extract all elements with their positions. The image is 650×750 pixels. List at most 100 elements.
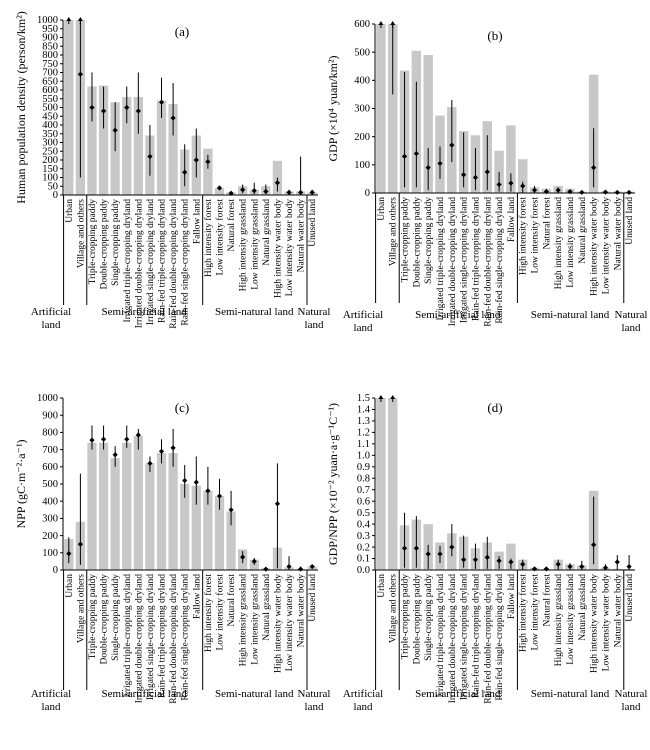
- bar: [388, 398, 398, 570]
- bar: [506, 125, 516, 193]
- y-tick-label: 100: [42, 548, 58, 559]
- data-point: [531, 566, 538, 572]
- bar: [214, 188, 225, 195]
- category-label: Unused land: [308, 574, 318, 622]
- data-point: [274, 501, 281, 507]
- y-tick-label: 450: [42, 111, 58, 122]
- bar: [518, 159, 528, 193]
- group-label: Semi-natural land: [531, 688, 610, 700]
- bar: [133, 97, 143, 195]
- y-tick-label: 200: [42, 531, 58, 542]
- category-label: Irrigated double-cropping dryland: [134, 574, 144, 704]
- y-tick-label: 1.0: [357, 451, 370, 462]
- category-label: Rain-fed single-cropping dryland: [494, 197, 505, 324]
- data-point: [461, 172, 467, 178]
- data-point: [298, 566, 304, 572]
- y-tick-label: 300: [354, 104, 370, 115]
- data-point: [626, 189, 632, 196]
- bar: [64, 20, 74, 195]
- data-point: [520, 561, 526, 567]
- data-point: [147, 460, 153, 466]
- y-axis-title: NPP (gC·m⁻²·a⁻¹): [14, 439, 28, 528]
- data-point: [543, 566, 549, 572]
- category-label: Single-cropping paddy: [111, 199, 121, 286]
- y-tick-label: 500: [42, 103, 58, 114]
- data-point: [112, 127, 118, 133]
- arrow-marker: [66, 17, 72, 21]
- bar: [388, 24, 398, 193]
- data-point: [579, 563, 585, 570]
- bar: [122, 442, 132, 570]
- y-tick-label: 0.8: [357, 473, 370, 484]
- y-tick-label: 250: [42, 146, 58, 157]
- y-tick-label: 0.7: [357, 485, 370, 496]
- y-tick-label: 1.5: [357, 393, 370, 404]
- category-label: Irrigated double-cropping dryland: [448, 574, 458, 704]
- y-tick-label: 650: [42, 76, 58, 87]
- panel-label: (c): [175, 400, 189, 415]
- data-point: [602, 189, 609, 195]
- data-point: [170, 115, 176, 121]
- data-point: [135, 432, 141, 438]
- data-point: [413, 545, 419, 551]
- bar: [156, 453, 167, 570]
- bar: [214, 496, 225, 570]
- category-label: Natural grassland: [262, 574, 272, 641]
- category-label: Fallow land: [192, 574, 202, 619]
- group-label: Artificial: [31, 306, 71, 318]
- data-point: [484, 169, 490, 175]
- category-label: Double-cropping paddy: [412, 574, 422, 665]
- y-tick-label: 400: [42, 496, 58, 507]
- y-tick-label: 900: [42, 410, 58, 421]
- data-point: [251, 188, 257, 194]
- group-label: land: [622, 322, 641, 334]
- data-point: [484, 554, 490, 560]
- category-label: High intensity grassland: [239, 199, 249, 292]
- chart-panel-2: 0 100 200 300 400 500 600 GDP (×10⁴ yuan/km²) (b…: [326, 19, 647, 334]
- category-label: Rain-fed double-cropping dryland: [168, 199, 179, 329]
- category-label: Natural water body: [613, 574, 623, 648]
- y-tick-label: 700: [42, 445, 58, 456]
- data-point: [602, 565, 609, 571]
- category-label: Low intensity forest: [214, 574, 225, 651]
- bar: [226, 511, 236, 570]
- category-label: Irrigated single-cropping dryland: [460, 574, 470, 700]
- category-label: Natural forest: [226, 199, 237, 252]
- data-point: [425, 165, 431, 171]
- category-label: Double-cropping paddy: [100, 199, 110, 290]
- arrow-marker: [390, 21, 396, 25]
- data-point: [193, 479, 199, 485]
- category-label: Village and others: [389, 197, 399, 266]
- data-point: [112, 452, 118, 458]
- category-label: Natural water body: [297, 199, 307, 273]
- data-point: [614, 189, 620, 196]
- category-label: Low intensity grassland: [250, 574, 260, 665]
- data-point: [124, 436, 130, 442]
- category-label: Single-cropping paddy: [424, 197, 434, 284]
- group-label: Artificial: [343, 309, 383, 321]
- y-tick-label: 0.9: [357, 462, 370, 473]
- category-label: High intensity forest: [203, 199, 214, 277]
- category-label: Rain-fed single-cropping dryland: [180, 199, 191, 326]
- data-point: [449, 142, 455, 148]
- category-label: Irrigated triple-cropping dryland: [123, 199, 133, 323]
- category-label: Low intensity forest: [530, 197, 541, 274]
- data-point: [205, 159, 211, 165]
- category-label: Natural grassland: [578, 574, 588, 641]
- group-label: Natural: [615, 688, 648, 700]
- category-label: Urban: [65, 574, 75, 598]
- category-label: Irrigated triple-cropping dryland: [436, 197, 446, 321]
- data-point: [66, 551, 72, 557]
- category-label: Low intensity grassland: [250, 199, 260, 290]
- y-tick-label: 200: [354, 132, 370, 143]
- bar: [110, 458, 120, 570]
- group-label: Semi-natural land: [215, 306, 294, 318]
- data-point: [508, 180, 514, 186]
- y-tick-label: 850: [42, 41, 58, 52]
- category-label: High intensity grassland: [239, 574, 249, 667]
- bar: [156, 100, 167, 195]
- bar: [203, 148, 213, 196]
- bar: [122, 97, 132, 195]
- category-label: Irrigated single-cropping dryland: [460, 197, 470, 323]
- data-point: [240, 554, 246, 560]
